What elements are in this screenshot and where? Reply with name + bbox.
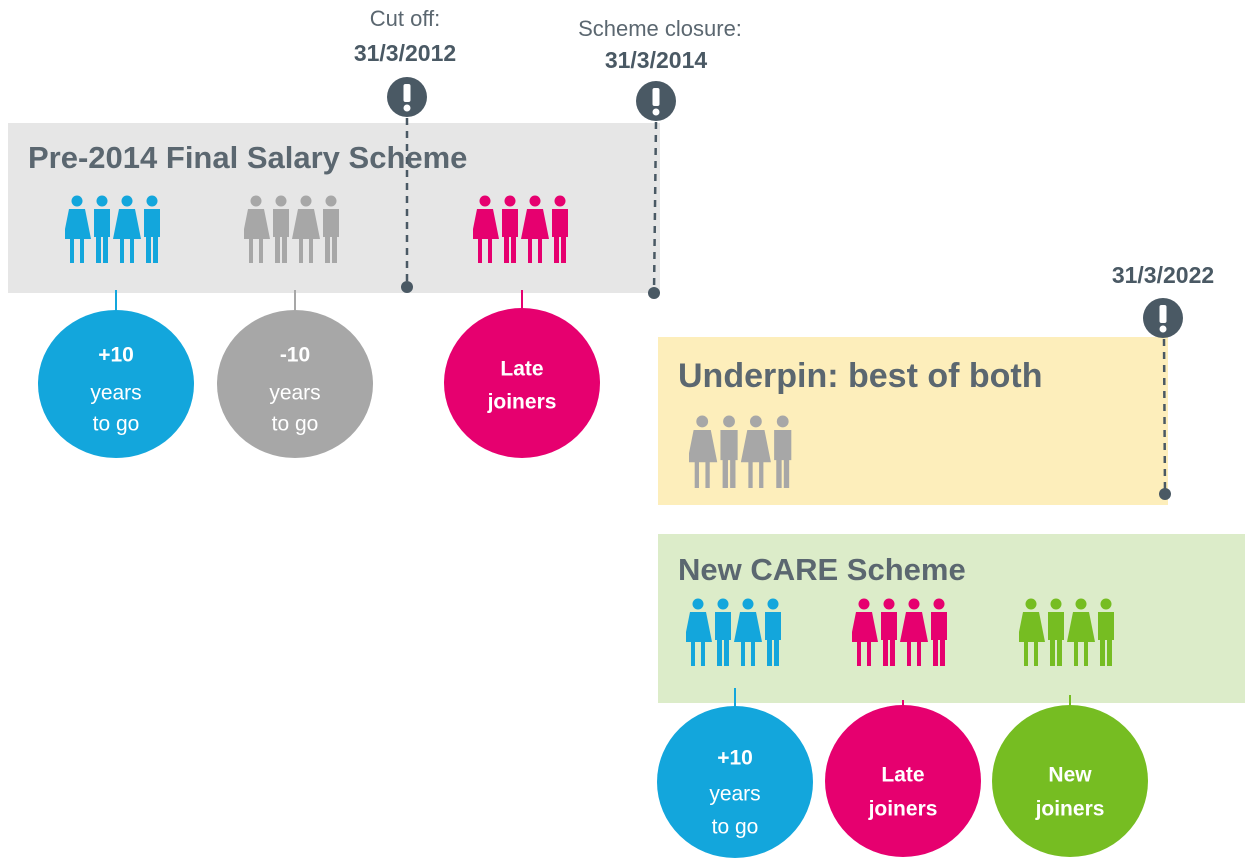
marker-label: Scheme closure: [578,16,742,41]
scheme-box [8,123,660,293]
bubble-text: years [709,783,760,806]
timeline-marker: Scheme closure: 31/3/2014 [578,16,742,299]
bubble-text: to go [272,413,319,436]
group-bubble: -10 years to go [217,310,373,458]
bubble-text: Late [881,764,924,787]
bubble-text: -10 [280,344,310,367]
bubble-text: to go [93,413,140,436]
bubble-text: years [90,382,141,405]
scheme-title: New CARE Scheme [678,552,966,587]
marker-label: Cut off: [370,6,441,31]
scheme-box [658,337,1168,505]
group-bubble: Late joiners [825,705,981,857]
marker-date: 31/3/2014 [605,47,708,73]
bubble-text: Late [500,358,543,381]
scheme-title: Underpin: best of both [678,357,1043,395]
group-bubble: New joiners [992,705,1148,857]
bubble-text: +10 [98,344,134,367]
bubble-text: joiners [1035,798,1105,821]
group-bubble: Late joiners [444,308,600,458]
marker-date: 31/3/2012 [354,40,456,66]
timeline-marker: Cut off: 31/3/2012 [354,6,456,293]
group-bubble: +10 years to go [657,706,813,858]
bubble-text: New [1048,764,1092,787]
bubble-text: years [269,382,320,405]
scheme-title: Pre-2014 Final Salary Scheme [28,140,467,175]
bubble-text: +10 [717,747,753,770]
bubble-text: joiners [868,798,938,821]
timeline-marker: 31/3/2022 [1112,262,1214,500]
bubble-text: to go [712,816,759,839]
marker-date: 31/3/2022 [1112,262,1214,288]
bubble-text: joiners [487,391,557,414]
group-bubble: +10 years to go [38,310,194,458]
